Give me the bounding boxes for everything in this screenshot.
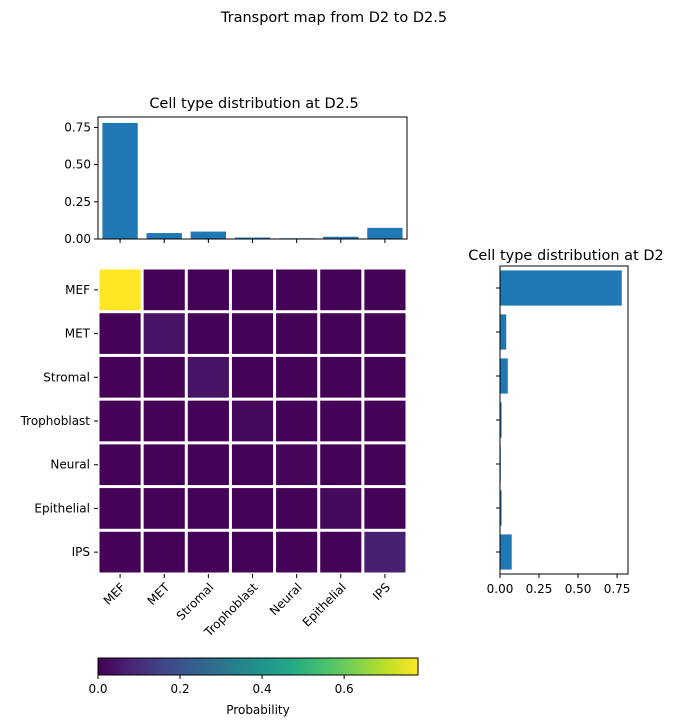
top-chart-frame <box>97 116 408 240</box>
heatmap-cell <box>143 313 185 354</box>
heatmap-cell <box>231 531 274 573</box>
heatmap-cell <box>231 400 274 442</box>
heatmap-cell <box>99 444 141 486</box>
right-chart-frame <box>499 265 629 575</box>
colorbar-tick-label: 0.2 <box>171 682 190 696</box>
heatmap-cell <box>364 400 406 442</box>
figure-title: Transport map from D2 to D2.5 <box>220 10 447 26</box>
top-ytick-label: 0.75 <box>64 120 91 134</box>
heatmap-row-label: Neural <box>50 458 90 472</box>
heatmap-cell <box>143 531 185 573</box>
heatmap-cell <box>320 400 362 442</box>
right-xtick-label: 0.50 <box>565 582 592 596</box>
heatmap-row-label: Epithelial <box>34 501 90 515</box>
heatmap-col-label: Epithelial <box>300 580 349 629</box>
right-chart-title: Cell type distribution at D2 <box>468 248 664 264</box>
heatmap-row-label: Stromal <box>43 370 90 384</box>
heatmap-cell <box>187 444 229 486</box>
heatmap-col-label: MEF <box>101 580 129 608</box>
right-xtick-label: 0.25 <box>526 582 553 596</box>
heatmap-cell <box>187 488 229 529</box>
heatmap-cell <box>276 444 318 486</box>
heatmap-row-label: MEF <box>65 283 90 297</box>
heatmap-cell <box>143 444 185 486</box>
colorbar: 0.0 0.2 0.4 0.6 Probability <box>88 657 419 717</box>
heatmap-cell <box>320 488 362 529</box>
heatmap-cell <box>276 269 318 311</box>
heatmap-cell <box>320 531 362 573</box>
right-bar <box>500 270 622 306</box>
heatmap-cell <box>276 400 318 442</box>
right-bar <box>500 402 502 438</box>
right-bar <box>500 534 512 570</box>
heatmap-cell <box>364 269 406 311</box>
heatmap-cell <box>231 488 274 529</box>
heatmap-cell <box>364 356 406 398</box>
heatmap-cell <box>276 356 318 398</box>
heatmap-cell <box>99 488 141 529</box>
heatmap-row-label: MET <box>65 327 91 341</box>
heatmap-cell <box>276 313 318 354</box>
heatmap-cell <box>276 531 318 573</box>
top-bar <box>323 236 359 239</box>
heatmap-cell <box>187 356 229 398</box>
heatmap-cell <box>231 313 274 354</box>
colorbar-tick-label: 0.6 <box>335 682 354 696</box>
right-bar <box>500 314 507 350</box>
heatmap-cell <box>364 444 406 486</box>
heatmap-col-label: IPS <box>370 580 393 603</box>
heatmap-col-label: Neural <box>267 580 305 618</box>
right-xtick-label: 0.00 <box>487 582 514 596</box>
right-bar-chart: Cell type distribution at D2 0.00 0.25 0.5… <box>468 248 664 596</box>
heatmap-cell <box>320 313 362 354</box>
heatmap-cell <box>187 400 229 442</box>
right-bar <box>500 358 508 394</box>
top-bar-chart: Cell type distribution at D2.5 0.00 0.25 0… <box>64 96 408 246</box>
heatmap-cell <box>231 356 274 398</box>
heatmap-cell <box>364 531 406 573</box>
heatmap-cell <box>320 444 362 486</box>
top-bar <box>146 233 182 239</box>
top-ytick-label: 0.25 <box>64 195 91 209</box>
heatmap-cell <box>231 444 274 486</box>
heatmap-cell <box>320 356 362 398</box>
heatmap-cell <box>187 531 229 573</box>
heatmap-row-label: IPS <box>72 545 90 559</box>
heatmap-cell <box>364 313 406 354</box>
heatmap-cell <box>143 356 185 398</box>
heatmap-cell <box>187 313 229 354</box>
heatmap-row-label: Trophoblast <box>20 414 91 428</box>
heatmap-cell <box>364 488 406 529</box>
heatmap-cell <box>143 400 185 442</box>
heatmap-cell <box>99 400 141 442</box>
top-bar <box>367 227 403 239</box>
colorbar-label: Probability <box>226 703 289 717</box>
right-bar <box>500 490 502 526</box>
heatmap-col-label: Stromal <box>174 580 217 623</box>
heatmap-cell <box>231 269 274 311</box>
top-ytick-label: 0.00 <box>64 232 91 246</box>
heatmap-cell <box>143 269 185 311</box>
top-bar <box>190 231 227 239</box>
colorbar-tick-label: 0.4 <box>253 682 272 696</box>
top-chart-title: Cell type distribution at D2.5 <box>149 96 358 112</box>
top-bar <box>234 237 271 239</box>
top-ytick-label: 0.50 <box>64 158 91 172</box>
heatmap-cell <box>320 269 362 311</box>
colorbar-gradient <box>97 657 419 676</box>
heatmap-col-label: MET <box>145 580 173 608</box>
right-xtick-label: 0.75 <box>604 582 631 596</box>
heatmap-cell <box>99 269 141 311</box>
heatmap-cell <box>276 488 318 529</box>
top-bar <box>102 122 138 239</box>
heatmap-cell <box>143 488 185 529</box>
heatmap-cell <box>99 313 141 354</box>
colorbar-tick-label: 0.0 <box>88 682 107 696</box>
heatmap-cell <box>99 356 141 398</box>
heatmap-cell <box>187 269 229 311</box>
heatmap: MEFMETStromalTrophoblastNeuralEpithelial… <box>20 269 406 640</box>
heatmap-cell <box>99 531 141 573</box>
